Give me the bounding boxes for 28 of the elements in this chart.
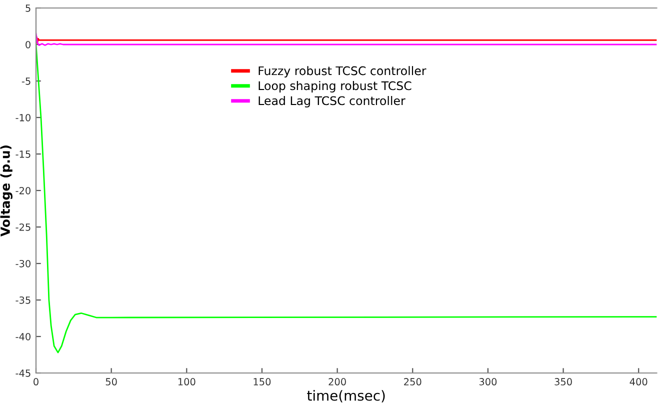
x-tick-label: 200 bbox=[328, 378, 346, 386]
y-tick-label: 0 bbox=[26, 40, 30, 48]
y-tick-label: -35 bbox=[16, 296, 30, 304]
x-tick-label: 50 bbox=[106, 378, 117, 386]
legend-label: Loop shaping robust TCSC bbox=[258, 81, 412, 92]
x-tick-label: 250 bbox=[404, 378, 422, 386]
x-tick-label: 0 bbox=[34, 378, 38, 386]
x-axis-title: time(msec) bbox=[307, 390, 385, 402]
line-series bbox=[36, 36, 657, 46]
y-tick-label: -15 bbox=[16, 150, 30, 158]
x-tick-label: 350 bbox=[554, 378, 572, 386]
y-axis-title: Voltage (p.u) bbox=[0, 146, 12, 236]
y-tick-label: -10 bbox=[16, 114, 30, 122]
x-tick-label: 100 bbox=[178, 378, 196, 386]
y-tick-label: -5 bbox=[22, 78, 30, 85]
x-tick-label: 150 bbox=[254, 378, 271, 386]
y-tick-label: -20 bbox=[16, 186, 30, 194]
x-tick-label: 400 bbox=[630, 378, 648, 386]
y-tick-label: 5 bbox=[26, 4, 30, 12]
y-tick-label: -25 bbox=[16, 223, 30, 231]
y-tick-label: -40 bbox=[16, 332, 30, 340]
y-tick-label: -30 bbox=[16, 260, 30, 268]
line-series bbox=[36, 32, 657, 46]
legend-label: Fuzzy robust TCSC controller bbox=[258, 66, 426, 78]
y-tick-label: -45 bbox=[16, 370, 30, 377]
x-tick-label: 300 bbox=[479, 378, 497, 386]
line-series bbox=[36, 44, 657, 354]
legend-label: Lead Lag TCSC controller bbox=[258, 96, 406, 108]
